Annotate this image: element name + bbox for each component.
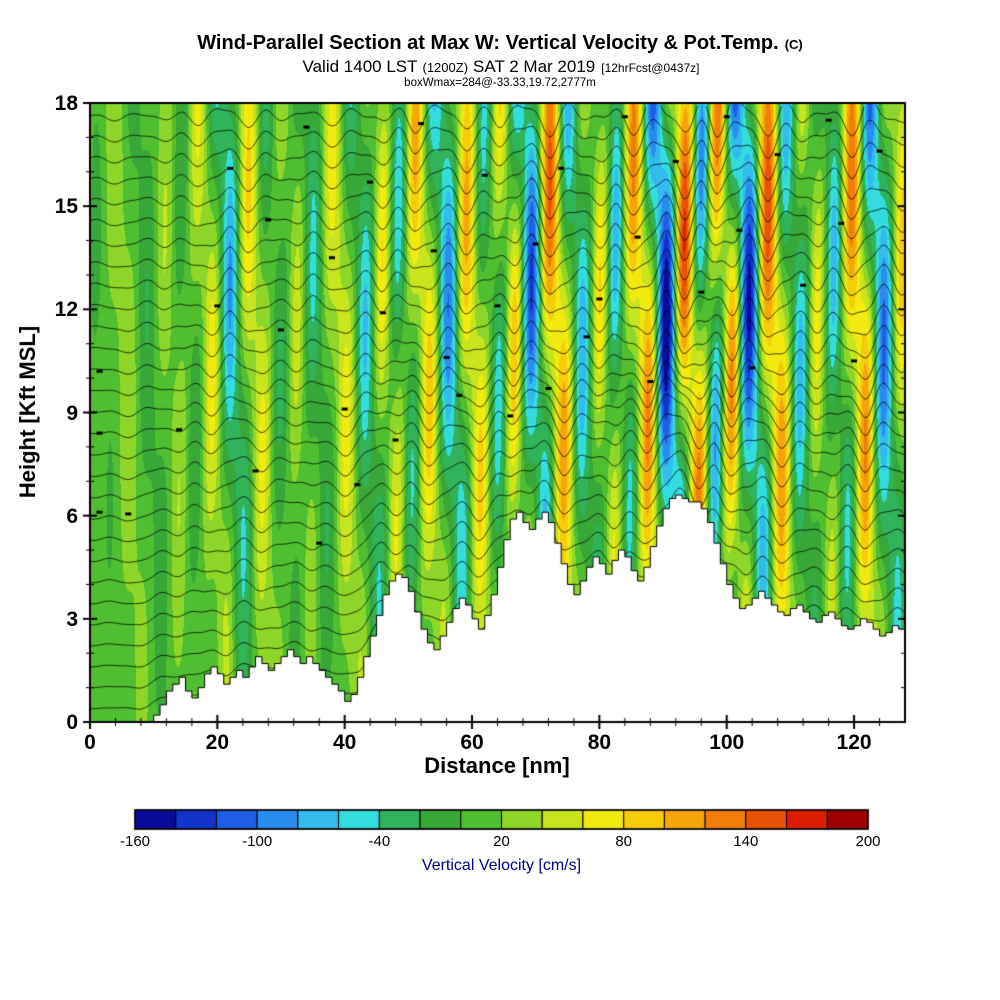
colorbar-tick-label: 140 — [733, 833, 759, 850]
y-tick-label: 3 — [66, 607, 78, 631]
forecast-tag: [12hrFcst@0437z] — [601, 61, 700, 75]
colorbar-tick-label: -160 — [119, 833, 151, 850]
chart-subtitle: Valid 1400 LST (1200Z) SAT 2 Mar 2019 [12hr… — [0, 57, 1000, 77]
x-tick-label: 0 — [84, 731, 96, 754]
x-axis-title: Distance [nm] — [424, 753, 570, 778]
x-tick-label: 80 — [587, 731, 612, 754]
y-tick-label: 9 — [66, 401, 78, 425]
y-tick-label: 6 — [66, 504, 78, 528]
x-tick-label: 100 — [709, 731, 745, 754]
valid-date: SAT 2 Mar 2019 — [473, 57, 596, 76]
colorbar-title: Vertical Velocity [cm/s] — [421, 857, 582, 874]
x-tick-label: 60 — [460, 731, 484, 754]
colorbar-tick-label: 80 — [615, 833, 632, 850]
valid-time: Valid 1400 LST — [302, 57, 418, 76]
colorbar-tick-label: 20 — [493, 833, 510, 850]
y-tick-label: 18 — [54, 92, 78, 115]
chart-title: Wind-Parallel Section at Max W: Vertical… — [0, 32, 1000, 55]
chart-title-units: (C) — [784, 37, 803, 52]
y-tick-label: 0 — [66, 711, 78, 734]
valid-zulu: (1200Z) — [422, 60, 469, 75]
max-w-annotation: boxWmax=284@-33.33,19.72,2777m — [404, 77, 596, 89]
x-tick-label: 40 — [333, 731, 357, 754]
colorbar-tick-label: -100 — [242, 833, 273, 850]
chart-title-text: Wind-Parallel Section at Max W: Vertical… — [197, 32, 779, 54]
x-tick-label: 120 — [836, 731, 872, 754]
colorbar-tick-label: -40 — [368, 833, 391, 850]
y-tick-label: 15 — [54, 195, 78, 219]
colorbar-tick-label: 200 — [855, 833, 881, 850]
y-tick-label: 12 — [54, 298, 78, 322]
x-tick-label: 20 — [205, 731, 230, 754]
